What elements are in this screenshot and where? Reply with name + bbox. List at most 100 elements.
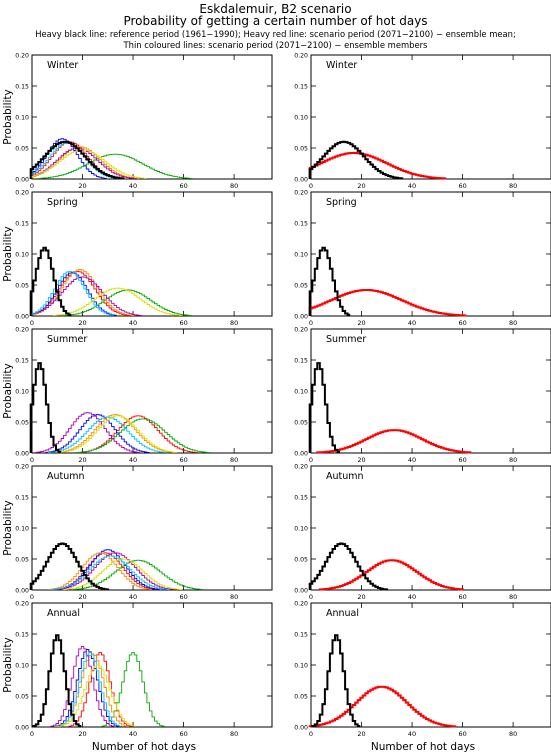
- y-tick-label: 0.05: [294, 419, 308, 426]
- x-tick-label: 0: [309, 593, 313, 601]
- x-tick-label: 80: [509, 319, 517, 327]
- y-tick-label: 0.20: [15, 326, 29, 333]
- reference-line: [31, 363, 61, 453]
- season-label: Autumn: [47, 471, 85, 482]
- x-tick-label: 80: [230, 319, 238, 327]
- member-series-line: [64, 290, 193, 316]
- season-label: Winter: [47, 60, 78, 71]
- x-tick-label: 0: [309, 182, 313, 190]
- member-series-line: [59, 665, 137, 727]
- season-label: Annual: [326, 608, 359, 619]
- panel-summer-right: 0 20 40 60 800.000.050.100.150.20Summer: [294, 326, 551, 464]
- y-tick-label: 0.05: [15, 693, 29, 700]
- x-tick-label: 20: [357, 456, 365, 464]
- x-tick-label: 20: [78, 319, 86, 327]
- x-tick-label: 80: [509, 456, 517, 464]
- y-tick-label: 0.20: [294, 326, 308, 333]
- y-tick-label: 0.20: [294, 52, 308, 59]
- x-axis-label: Number of hot days: [92, 741, 196, 753]
- x-tick-label: 60: [179, 593, 187, 601]
- y-tick-label: 0.20: [15, 600, 29, 607]
- x-tick-label: 20: [78, 730, 86, 738]
- y-tick-label: 0.15: [294, 83, 308, 90]
- x-tick-label: 0: [30, 730, 34, 738]
- y-tick-label: 0.00: [15, 176, 29, 183]
- y-tick-label: 0.10: [15, 662, 29, 669]
- y-tick-label: 0.05: [294, 282, 308, 289]
- season-label: Winter: [326, 60, 357, 71]
- reference-line: [312, 635, 360, 727]
- x-tick-label: 40: [129, 319, 137, 327]
- x-tick-label: 0: [30, 456, 34, 464]
- member-series-line: [31, 277, 142, 316]
- season-label: Annual: [47, 608, 80, 619]
- x-tick-label: 40: [408, 593, 416, 601]
- season-label: Spring: [47, 197, 78, 208]
- x-tick-label: 20: [357, 593, 365, 601]
- reference-line: [33, 635, 81, 727]
- panel-frame: [311, 329, 551, 453]
- panel-autumn-right: 0 20 40 60 80 0.00 0.05 0.10 0.15 0.20 Autumn: [294, 463, 551, 601]
- x-tick-label: 60: [458, 730, 466, 738]
- panel-autumn-left: 0 20 40 60 800.000.050.100.150.20AutumnProba…: [2, 463, 272, 601]
- panel-frame: [311, 192, 551, 316]
- scenario-mean-line: [310, 687, 457, 727]
- y-tick-label: 0.10: [294, 525, 308, 532]
- x-tick-label: 80: [509, 730, 517, 738]
- y-tick-label: 0.10: [294, 662, 308, 669]
- y-tick-label: 0.00: [294, 587, 308, 594]
- y-tick-label: 0.00: [15, 450, 29, 457]
- x-axis-label: Number of hot days: [371, 741, 475, 753]
- season-label: Autumn: [326, 471, 364, 482]
- x-tick-label: 0: [309, 730, 313, 738]
- reference-line: [310, 363, 340, 453]
- season-label: Spring: [326, 197, 357, 208]
- x-tick-label: 40: [129, 182, 137, 190]
- x-tick-label: 80: [509, 182, 517, 190]
- panel-frame: [32, 603, 272, 727]
- y-axis-label: Probability: [2, 363, 14, 419]
- x-tick-label: 40: [408, 730, 416, 738]
- y-tick-label: 0.05: [294, 145, 308, 152]
- x-tick-label: 0: [309, 319, 313, 327]
- y-tick-label: 0.20: [15, 463, 29, 470]
- x-tick-label: 60: [179, 456, 187, 464]
- x-tick-label: 60: [458, 456, 466, 464]
- reference-line: [310, 142, 404, 179]
- season-label: Summer: [47, 334, 87, 345]
- y-tick-label: 0.10: [15, 525, 29, 532]
- x-tick-label: 60: [179, 730, 187, 738]
- scenario-mean-line: [320, 560, 464, 590]
- season-label: Summer: [326, 334, 366, 345]
- reference-line: [31, 544, 109, 591]
- x-tick-label: 20: [78, 182, 86, 190]
- member-series-line: [69, 653, 132, 727]
- y-tick-label: 0.05: [294, 556, 308, 563]
- panel-frame: [32, 329, 272, 453]
- x-tick-label: 80: [230, 730, 238, 738]
- y-tick-label: 0.05: [15, 145, 29, 152]
- y-axis-label: Probability: [2, 637, 14, 693]
- y-tick-label: 0.20: [294, 463, 308, 470]
- x-tick-label: 0: [309, 456, 313, 464]
- panel-frame: [32, 55, 272, 179]
- y-tick-label: 0.20: [294, 189, 308, 196]
- x-tick-label: 80: [509, 593, 517, 601]
- y-tick-label: 0.15: [15, 494, 29, 501]
- y-axis-label: Probability: [2, 226, 14, 282]
- member-series-line: [48, 553, 152, 590]
- y-tick-label: 0.00: [294, 450, 308, 457]
- y-axis-label: Probability: [2, 89, 14, 145]
- x-tick-label: 20: [357, 319, 365, 327]
- panel-annual-left: 0 20 40 60 80 0.00 0.05 0.10 0.15 0.20 Annual Proba…: [2, 600, 272, 738]
- y-tick-label: 0.00: [15, 724, 29, 731]
- scenario-mean-line: [317, 430, 471, 453]
- y-tick-label: 0.10: [15, 388, 29, 395]
- x-tick-label: 20: [78, 593, 86, 601]
- x-tick-label: 80: [230, 593, 238, 601]
- panel-spring-right: 0 20 40 60 800.000.050.100.150.20Spring: [294, 189, 551, 327]
- x-tick-label: 40: [408, 182, 416, 190]
- panel-winter-right: 0 20 40 60 80 0.00 0.05 0.10 0.15 0.20 Winter: [294, 52, 551, 190]
- y-tick-label: 0.00: [294, 724, 308, 731]
